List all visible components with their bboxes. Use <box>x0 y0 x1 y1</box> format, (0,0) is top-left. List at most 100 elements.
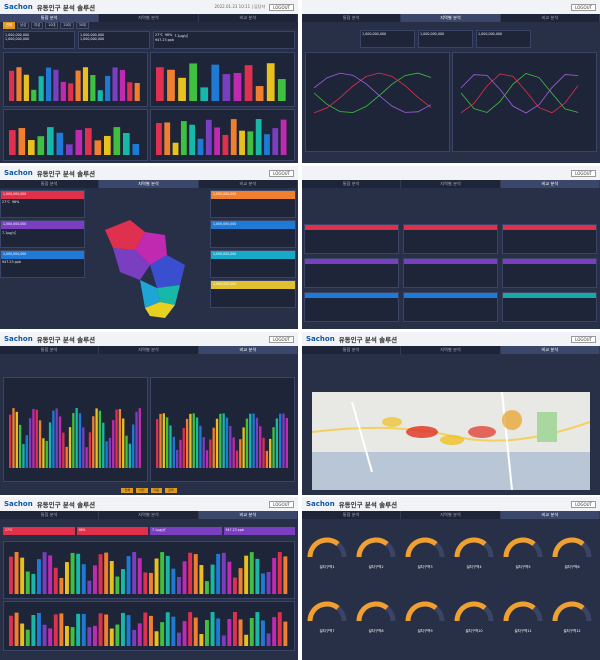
line-chart <box>313 72 432 114</box>
bar <box>104 614 109 646</box>
main-tabs: 통합 분석 지역별 분석 비교 분석 <box>0 346 298 354</box>
app-title: 유동인구 분석 솔루션 <box>36 170 96 178</box>
filter-chip-female[interactable]: 여성 <box>31 22 44 29</box>
next-button[interactable]: 다음 <box>150 488 163 493</box>
logout-button[interactable]: LOGOUT <box>269 169 294 177</box>
kpi-co2: 947.23 ppb <box>155 38 174 42</box>
tab-integrated[interactable]: 통합 분석 <box>0 14 100 22</box>
tab-compare[interactable]: 비교 분석 <box>500 511 600 519</box>
bar <box>137 558 142 594</box>
tab-integrated[interactable]: 통합 분석 <box>302 180 402 188</box>
tab-compare[interactable]: 비교 분석 <box>500 346 600 354</box>
kpi-population: 1,000,000,000 <box>420 32 445 36</box>
tab-regional[interactable]: 지역별 분석 <box>99 511 199 519</box>
heatmap-map[interactable] <box>311 391 591 491</box>
logout-button[interactable]: LOGOUT <box>269 335 294 343</box>
main-tabs: 통합 분석 지역별 분석 비교 분석 <box>302 346 600 354</box>
bar <box>58 416 62 468</box>
app-header: Sachon 유동인구 분석 솔루션 2022.01.23 10:11 | 담당… <box>0 0 298 14</box>
bar <box>22 444 25 468</box>
tab-regional[interactable]: 지역별 분석 <box>401 511 501 519</box>
sacheon-region-map[interactable] <box>95 210 195 322</box>
bar <box>255 417 259 468</box>
bar <box>227 618 232 646</box>
series-line <box>460 73 579 114</box>
series-line <box>313 72 432 114</box>
tab-integrated[interactable]: 통합 분석 <box>0 511 100 519</box>
tab-integrated[interactable]: 통합 분석 <box>302 14 402 22</box>
tab-regional[interactable]: 지역별 분석 <box>401 14 501 22</box>
bar <box>197 138 204 155</box>
tab-compare[interactable]: 비교 분석 <box>198 346 298 354</box>
bar <box>134 83 140 101</box>
tab-compare[interactable]: 비교 분석 <box>500 180 600 188</box>
bar <box>108 437 112 468</box>
logout-button[interactable]: LOGOUT <box>269 3 294 11</box>
tab-compare[interactable]: 비교 분석 <box>198 511 298 519</box>
bar-chart <box>9 67 140 101</box>
tab-regional[interactable]: 지역별 분석 <box>401 180 501 188</box>
region-compare-tile <box>403 224 498 254</box>
kpi-co2: 947.23 ppb <box>2 260 21 264</box>
region-compare-tile <box>403 258 498 288</box>
bar <box>229 425 232 468</box>
tab-integrated[interactable]: 통합 분석 <box>0 180 100 188</box>
panel-gauges: Sachon 유동인구 분석 솔루션 LOGOUT 통합 분석 지역별 분석 비… <box>302 497 600 660</box>
gauge: 설치구역10 <box>451 595 497 637</box>
tab-regional[interactable]: 지역별 분석 <box>99 346 199 354</box>
bar <box>185 418 189 468</box>
chart-box-hourly <box>3 52 148 107</box>
gauge: 설치구역12 <box>549 595 595 637</box>
bar <box>42 438 45 468</box>
filter-chip-male[interactable]: 남성 <box>17 22 30 29</box>
bar <box>262 437 265 468</box>
logout-button[interactable]: LOGOUT <box>571 3 596 11</box>
bar <box>272 617 277 646</box>
logout-button[interactable]: LOGOUT <box>269 500 294 508</box>
bar <box>143 572 148 594</box>
bar <box>205 620 209 646</box>
tab-integrated[interactable]: 통합 분석 <box>302 511 402 519</box>
filter-chip-10s[interactable]: 10대 <box>45 22 59 29</box>
tab-compare[interactable]: 비교 분석 <box>501 14 600 22</box>
search-button[interactable]: 검색 <box>165 488 177 493</box>
tab-integrated[interactable]: 통합 분석 <box>0 346 100 354</box>
user-info: 2022.01.23 10:11 | 담당자 <box>214 4 266 9</box>
gauge-fill <box>503 537 536 558</box>
bar <box>200 87 209 101</box>
bar <box>93 625 97 646</box>
bar <box>259 426 262 468</box>
logout-button[interactable]: LOGOUT <box>571 169 596 177</box>
kpi-pm: 7.1µg/㎥ <box>174 34 189 38</box>
app-logo: Sachon <box>4 335 33 343</box>
bar <box>122 418 125 468</box>
bar-chart <box>156 413 289 468</box>
kpi-population: 1,000,000,000 <box>5 37 30 41</box>
logout-button[interactable]: LOGOUT <box>571 500 596 508</box>
bar <box>285 417 289 468</box>
tab-compare[interactable]: 비교 분석 <box>199 180 298 188</box>
tab-regional[interactable]: 지역별 분석 <box>99 180 199 188</box>
logout-button[interactable]: LOGOUT <box>571 335 596 343</box>
bar <box>179 439 182 468</box>
filter-chip-30s[interactable]: 30대 <box>75 22 89 29</box>
kpi-population: 1,000,000,000 <box>478 32 503 36</box>
filter-chip-all[interactable]: 전체 <box>3 22 16 29</box>
bar <box>238 568 243 594</box>
series-line <box>460 73 579 113</box>
all-button[interactable]: 전체 <box>121 488 133 493</box>
bar <box>38 76 44 101</box>
tab-compare[interactable]: 비교 분석 <box>199 14 298 22</box>
region-label: 1,000,000,000 <box>1 191 84 199</box>
app-title: 유동인구 분석 솔루션 <box>36 4 96 12</box>
tab-regional[interactable]: 지역별 분석 <box>401 346 501 354</box>
gauge-label: 설치구역6 <box>564 565 580 569</box>
prev-button[interactable]: 이전 <box>135 488 148 493</box>
bar <box>272 427 275 468</box>
bar <box>31 573 36 594</box>
region-label: 1,000,000,000 <box>211 191 295 199</box>
tab-regional[interactable]: 지역별 분석 <box>99 14 199 22</box>
filter-chip-20s[interactable]: 20대 <box>60 22 74 29</box>
tab-integrated[interactable]: 통합 분석 <box>302 346 402 354</box>
bar <box>272 128 279 155</box>
